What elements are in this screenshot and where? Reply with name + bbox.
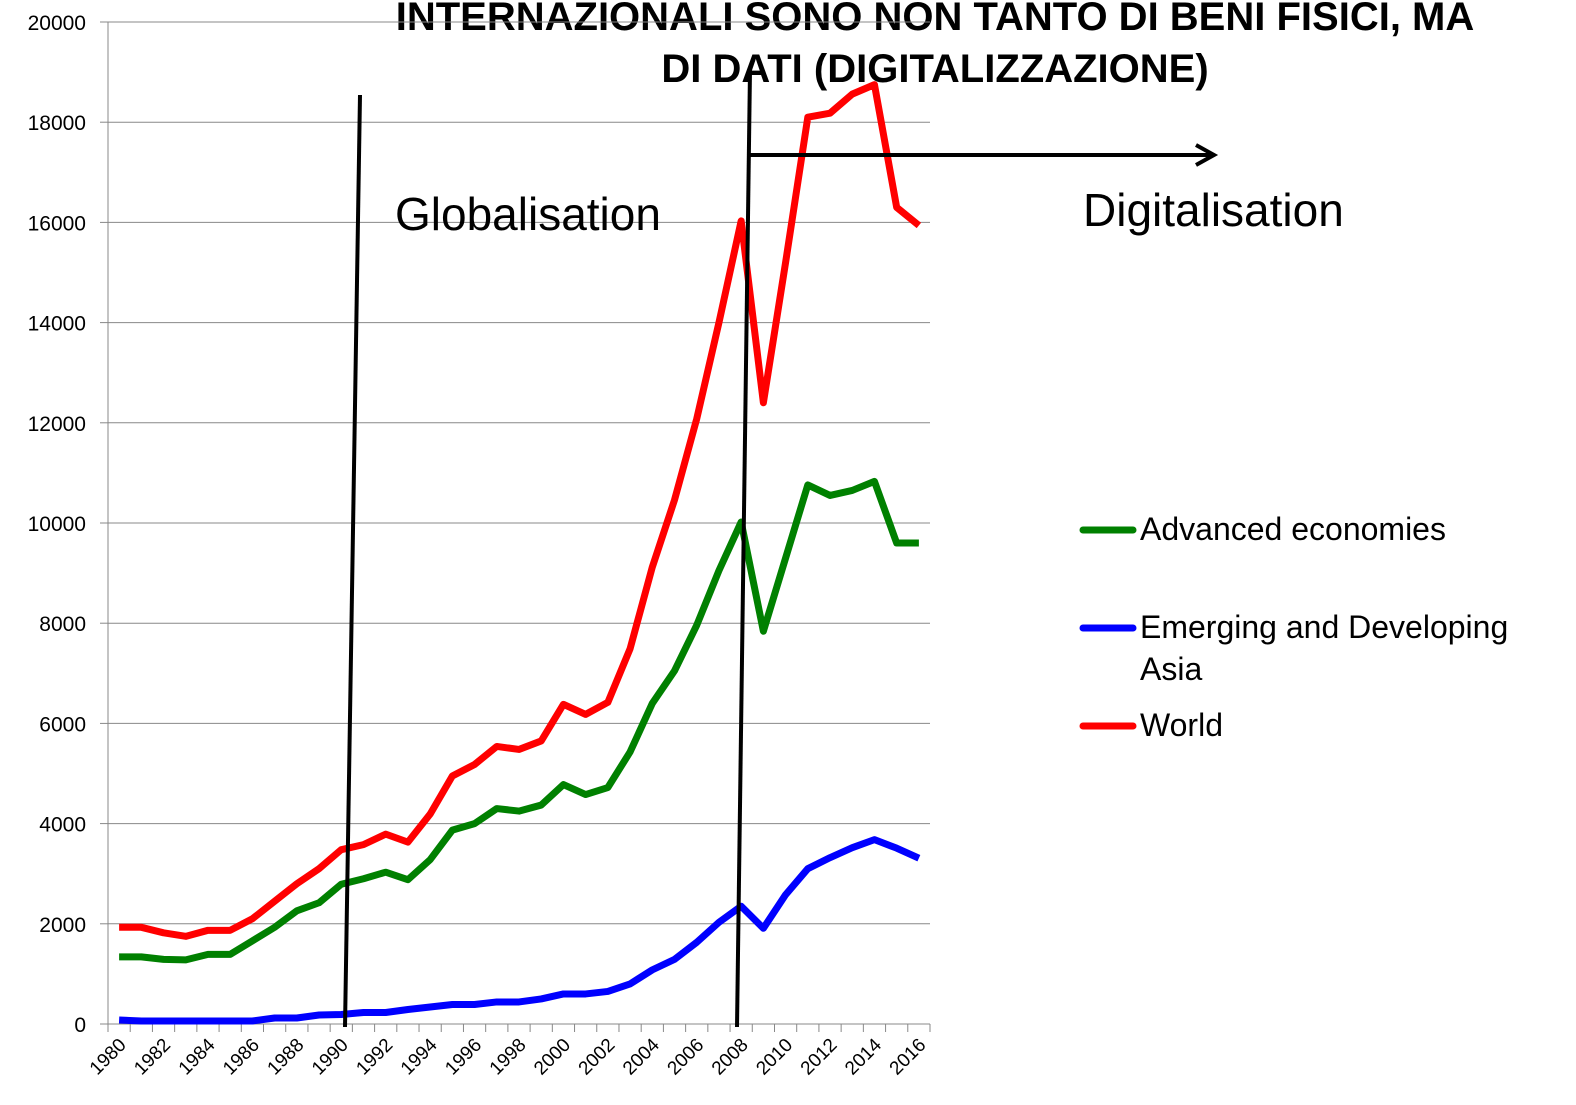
legend-label: World bbox=[1140, 707, 1223, 743]
chart-title: DI DATI (DIGITALIZZAZIONE) bbox=[661, 47, 1208, 91]
y-tick-label: 10000 bbox=[28, 513, 86, 536]
x-tick-label: 1996 bbox=[441, 1035, 486, 1080]
divider-line bbox=[343, 94, 362, 1028]
x-tick-label: 1990 bbox=[308, 1035, 353, 1080]
y-tick-label: 6000 bbox=[39, 713, 86, 736]
divider-line bbox=[735, 69, 752, 1028]
x-tick-label: 2002 bbox=[575, 1035, 620, 1080]
y-tick-label: 18000 bbox=[28, 112, 86, 135]
y-tick-label: 2000 bbox=[39, 914, 86, 937]
y-tick-label: 8000 bbox=[39, 613, 86, 636]
x-tick-label: 2008 bbox=[708, 1035, 753, 1080]
series-line bbox=[119, 477, 919, 964]
x-tick-label: 2014 bbox=[841, 1034, 886, 1079]
x-tick-label: 2012 bbox=[797, 1035, 842, 1080]
x-tick-label: 2016 bbox=[886, 1035, 931, 1080]
x-tick-label: 1986 bbox=[219, 1035, 264, 1080]
y-tick-label: 16000 bbox=[28, 212, 86, 235]
chart-title: INTERNAZIONALI SONO NON TANTO DI BENI FI… bbox=[396, 0, 1475, 39]
x-tick-label: 1988 bbox=[264, 1035, 309, 1080]
x-tick-label: 2010 bbox=[752, 1035, 797, 1080]
y-tick-label: 0 bbox=[74, 1014, 86, 1037]
x-tick-label: 2004 bbox=[619, 1034, 664, 1079]
annotation: Digitalisation bbox=[1083, 184, 1344, 236]
x-tick-label: 2006 bbox=[664, 1035, 709, 1080]
legend-label: Emerging and Developing Asia bbox=[1140, 609, 1509, 687]
y-tick-label: 14000 bbox=[28, 313, 86, 336]
x-tick-label: 1980 bbox=[86, 1035, 131, 1080]
x-tick-label: 1998 bbox=[486, 1035, 531, 1080]
legend-label: Advanced economies bbox=[1140, 511, 1446, 547]
x-tick-label: 2000 bbox=[530, 1035, 575, 1080]
y-tick-label: 12000 bbox=[28, 413, 86, 436]
annotation: Globalisation bbox=[395, 188, 661, 240]
y-tick-label: 20000 bbox=[28, 12, 86, 35]
x-tick-label: 1982 bbox=[130, 1035, 175, 1080]
x-tick-label: 1984 bbox=[175, 1034, 220, 1079]
y-tick-label: 4000 bbox=[39, 814, 86, 837]
series-line bbox=[118, 836, 921, 1025]
arrow-head bbox=[1195, 143, 1219, 167]
x-tick-label: 1992 bbox=[352, 1035, 397, 1080]
x-tick-label: 1994 bbox=[397, 1034, 442, 1079]
series-line bbox=[119, 81, 922, 940]
